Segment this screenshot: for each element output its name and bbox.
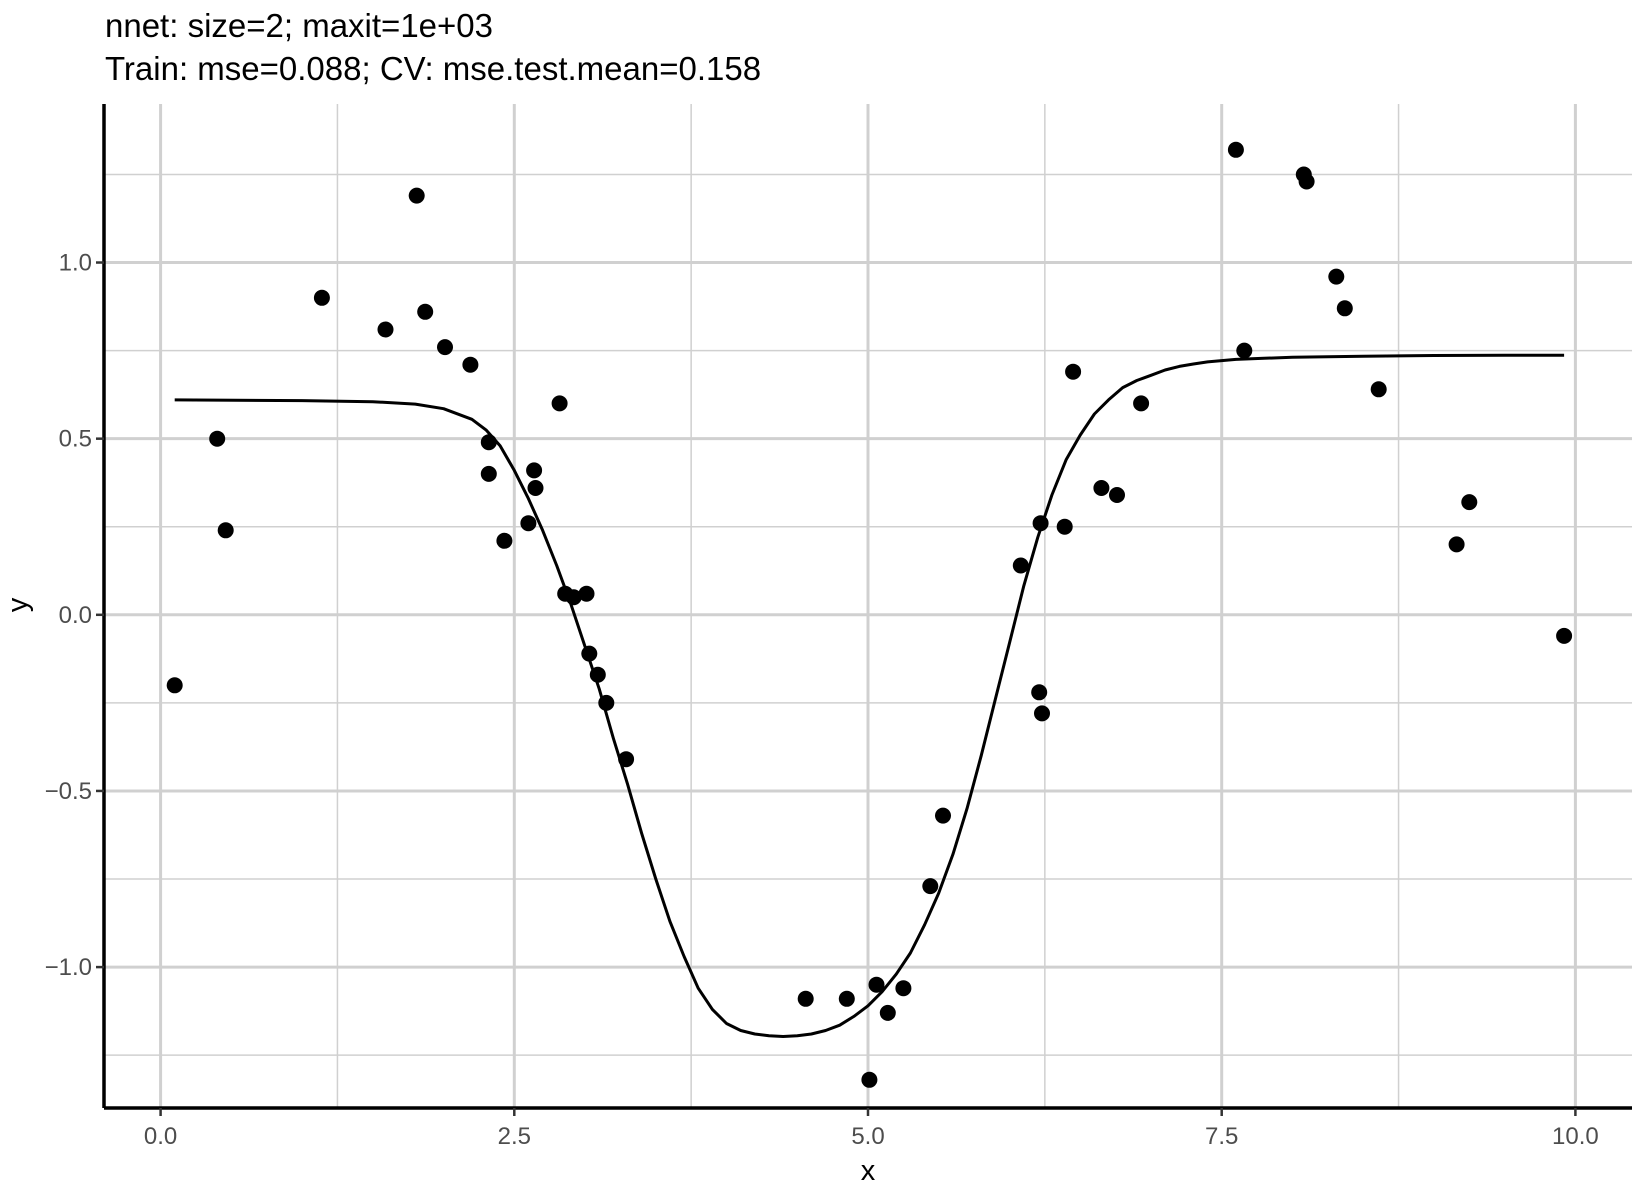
data-point [417, 303, 434, 320]
data-point [1032, 515, 1049, 532]
x-axis-title: x [861, 1155, 876, 1184]
data-point [166, 677, 183, 694]
y-tick-label: 0.5 [59, 426, 92, 453]
data-point [797, 990, 814, 1007]
data-point [1031, 684, 1048, 701]
y-tick-label: 0.0 [59, 602, 92, 629]
data-point [1034, 705, 1050, 722]
data-point [1370, 381, 1387, 398]
y-tick-label: −0.5 [45, 778, 92, 805]
x-tick-label: 7.5 [1205, 1123, 1238, 1150]
y-tick-label: −1.0 [45, 954, 92, 981]
data-point [1336, 300, 1353, 317]
data-point [1012, 557, 1029, 574]
chart-title-line-1: nnet: size=2; maxit=1e+03 [105, 7, 493, 44]
data-point [1236, 342, 1253, 359]
data-point [618, 751, 635, 768]
data-point [520, 515, 537, 532]
data-point [868, 976, 885, 993]
data-point [1109, 487, 1125, 503]
grid [104, 104, 1632, 1108]
data-point [1227, 141, 1244, 158]
data-point [462, 356, 479, 373]
data-point [527, 480, 544, 496]
data-point [217, 522, 234, 539]
data-point [578, 585, 595, 602]
x-tick-label: 10.0 [1552, 1123, 1599, 1150]
data-point [437, 339, 453, 356]
data-point [408, 187, 425, 204]
data-point [1133, 395, 1150, 412]
chart-title-line-2: Train: mse=0.088; CV: mse.test.mean=0.15… [105, 50, 761, 87]
data-point [1448, 536, 1465, 553]
x-tick-label: 2.5 [498, 1123, 531, 1150]
fitted-curve-layer [174, 353, 1565, 1038]
x-tick-label: 5.0 [851, 1123, 884, 1150]
data-point [838, 990, 855, 1007]
y-axis-title: y [2, 597, 34, 612]
data-points-layer [166, 141, 1573, 1088]
data-point [1298, 173, 1315, 190]
data-point [1065, 363, 1082, 380]
data-point [935, 807, 951, 824]
data-point [922, 878, 939, 895]
data-point [551, 395, 568, 412]
data-point [1556, 627, 1573, 644]
data-point [581, 645, 598, 662]
y-tick-labels: −1.0 −0.5 0.0 0.5 1.0 [45, 250, 92, 982]
y-tick-label: 1.0 [59, 250, 92, 277]
data-point [209, 430, 226, 447]
data-point [895, 980, 912, 997]
data-point [480, 465, 497, 482]
fitted-curve [174, 353, 1565, 1038]
data-point [1328, 268, 1345, 285]
data-point [377, 321, 394, 338]
data-point [1056, 518, 1073, 535]
data-point [480, 434, 497, 451]
data-point [565, 589, 582, 606]
axes [96, 104, 1632, 1116]
x-tick-labels: 0.0 2.5 5.0 7.5 10.0 [144, 1123, 1599, 1150]
x-tick-label: 0.0 [144, 1123, 177, 1150]
data-point [1093, 480, 1110, 496]
data-point [861, 1071, 878, 1088]
data-point [313, 289, 330, 306]
data-point [589, 666, 606, 683]
data-point [526, 462, 543, 479]
data-point [598, 694, 615, 711]
data-point [879, 1004, 896, 1021]
data-point [1461, 494, 1478, 511]
data-point [496, 532, 513, 549]
